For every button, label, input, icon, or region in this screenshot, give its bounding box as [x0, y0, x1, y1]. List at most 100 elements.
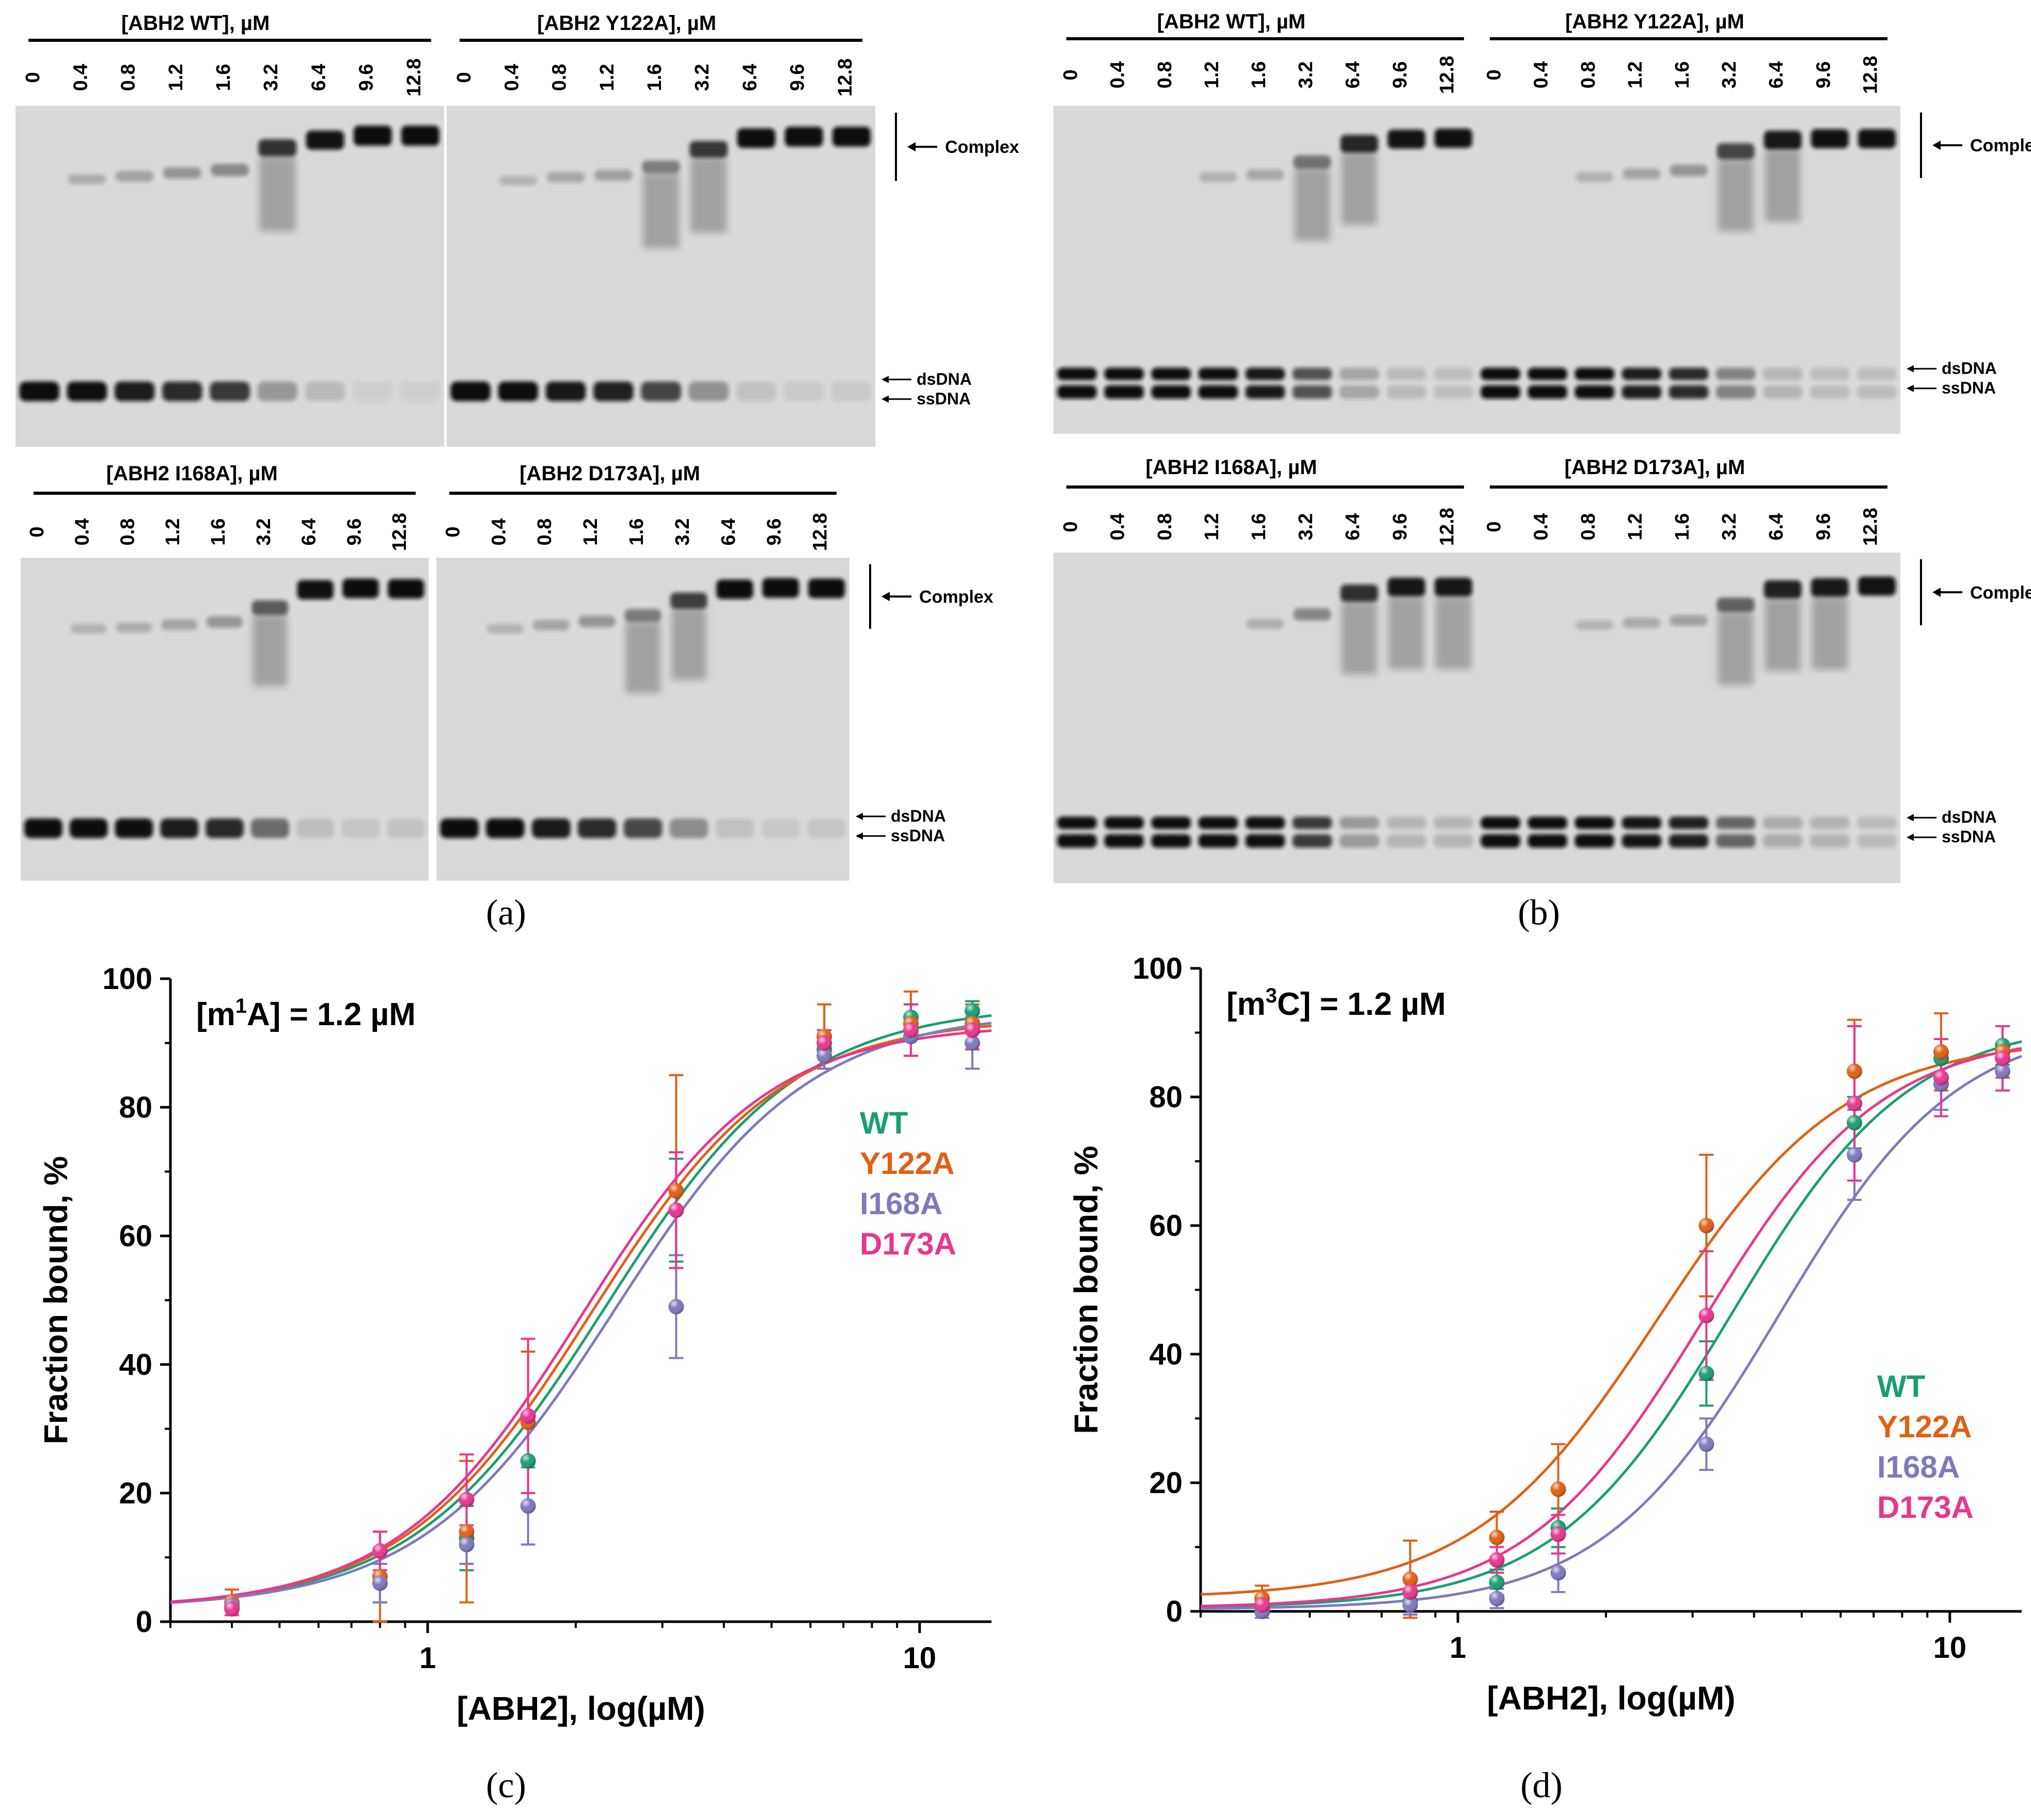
lane-concentration-label: 9.6 [343, 519, 365, 546]
ssdna-band [623, 818, 663, 838]
ssdna-band [1668, 834, 1709, 848]
data-point-shine [1550, 1481, 1566, 1497]
data-point-shine [1933, 1070, 1949, 1086]
lane-concentration-label: 0.4 [72, 519, 93, 546]
ssdna-band [1245, 385, 1285, 399]
ssdna-band [593, 381, 634, 401]
lane-concentration-label: 1.2 [1201, 61, 1223, 89]
ssdna-band [577, 818, 617, 838]
complex-band [251, 600, 288, 616]
complex-band [1435, 577, 1472, 597]
complex-band [68, 174, 106, 184]
data-point-shine [1847, 1147, 1863, 1163]
ssdna-band [831, 381, 872, 401]
dsdna-band [1481, 368, 1520, 381]
fit-curve-WT [170, 1014, 992, 1604]
gel-title: [ABH2 WT], µM [121, 12, 270, 35]
y-tick-label: 100 [1132, 952, 1183, 985]
legend-WT: WT [1877, 1369, 1925, 1404]
lane-concentration-label: 3.2 [253, 519, 275, 546]
ssdna-band [1387, 834, 1426, 848]
x-tick-label: 10 [903, 1641, 937, 1675]
smear [625, 622, 660, 693]
complex-band [1199, 172, 1237, 182]
data-point-shine [1489, 1574, 1505, 1590]
gel-title: [ABH2 I168A], µM [1145, 456, 1317, 479]
lane-concentration-label: 9.6 [1389, 61, 1411, 89]
lane-concentration-label: 12.8 [1860, 508, 1881, 546]
y-tick-label: 60 [119, 1219, 152, 1253]
dsdna-arrowhead [1907, 365, 1914, 373]
dsdna-label: dsDNA [917, 370, 972, 388]
legend-D173A: D173A [1877, 1490, 1974, 1525]
ssdna-band [1857, 834, 1897, 848]
dsdna-band [1857, 368, 1897, 381]
smear [1341, 602, 1377, 675]
lane-concentration-label: 1.2 [1625, 61, 1646, 89]
lane-concentration-label: 9.6 [1813, 61, 1834, 89]
lane-concentration-label: 3.2 [1295, 61, 1317, 89]
ssdna-band [206, 818, 244, 838]
lane-concentration-label: 1.6 [213, 64, 234, 91]
complex-band [342, 578, 379, 599]
data-point-shine [372, 1543, 388, 1559]
legend-WT: WT [860, 1106, 908, 1140]
lane-concentration-label: 0.8 [1578, 61, 1599, 89]
lane-concentration-label: 3.2 [691, 64, 713, 91]
smear [690, 158, 727, 233]
dsdna-label: dsDNA [891, 807, 946, 825]
complex-band [206, 616, 243, 628]
gel-panel_b-3: [ABH2 D173A], µM 0 0.4 0.8 1.2 1.6 3.2 6.4 9.6 12… [1477, 456, 2031, 883]
complex-band [1717, 143, 1755, 160]
x-axis-label: [ABH2], log(µM) [1487, 1680, 1735, 1717]
y-tick-label: 0 [1166, 1595, 1183, 1628]
smear [259, 156, 296, 232]
complex-band [258, 139, 297, 157]
dsdna-band [1621, 368, 1662, 381]
y-tick-label: 0 [136, 1605, 152, 1639]
lane-concentration-label: 0.4 [1107, 513, 1129, 541]
ssdna-band [1810, 834, 1850, 848]
panel-letter-d: (d) [1520, 1766, 1563, 1806]
complex-band [116, 622, 152, 633]
ssdna-band [761, 818, 800, 838]
data-point-shine [459, 1536, 475, 1552]
lane-concentration-label: 12.8 [389, 513, 411, 551]
dsdna-band [1339, 368, 1379, 381]
legend-I168A: I168A [860, 1186, 942, 1221]
complex-band [1340, 584, 1378, 602]
complex-arrowhead [1932, 140, 1941, 150]
ssdna-band [1339, 834, 1379, 848]
gel-panel_a-3: [ABH2 D173A], µM 0 0.4 0.8 1.2 1.6 3.2 6.4 9.6 12… [436, 462, 994, 881]
lane-concentration-label: 12.8 [1860, 56, 1881, 94]
smear [1812, 597, 1848, 670]
dsdna-band [1104, 817, 1144, 829]
dsdna-band [1057, 368, 1097, 381]
complex-band [1293, 155, 1331, 169]
ssdna-band [1057, 834, 1097, 848]
smear [1341, 152, 1377, 225]
smear [1765, 598, 1801, 671]
lane-concentration-label: 3.2 [1719, 513, 1740, 541]
lane-concentration-label: 1.2 [596, 64, 618, 91]
dsdna-band [1245, 368, 1285, 381]
lane-concentration-label: 0.8 [549, 64, 571, 91]
data-point-shine [964, 1035, 980, 1051]
ssdna-band [498, 381, 539, 401]
gel-title: [ABH2 D173A], µM [1565, 456, 1745, 479]
lane-concentration-label: 3.2 [260, 64, 282, 91]
ssdna-band [486, 818, 525, 838]
lane-concentration-label: 6.4 [308, 64, 329, 91]
ssdna-band [1575, 385, 1615, 399]
gel-title: [ABH2 D173A], µM [519, 462, 700, 485]
fit-curve-I168A [1201, 1055, 2022, 1610]
data-point-shine [520, 1498, 536, 1514]
gel-title: [ABH2 Y122A], µM [537, 12, 716, 35]
dsdna-label: dsDNA [1942, 808, 1997, 826]
data-point-shine [816, 1035, 832, 1051]
data-point-shine [903, 1022, 919, 1038]
data-point-shine [520, 1408, 536, 1424]
ssdna-band [257, 381, 297, 401]
data-point-shine [964, 1003, 980, 1019]
